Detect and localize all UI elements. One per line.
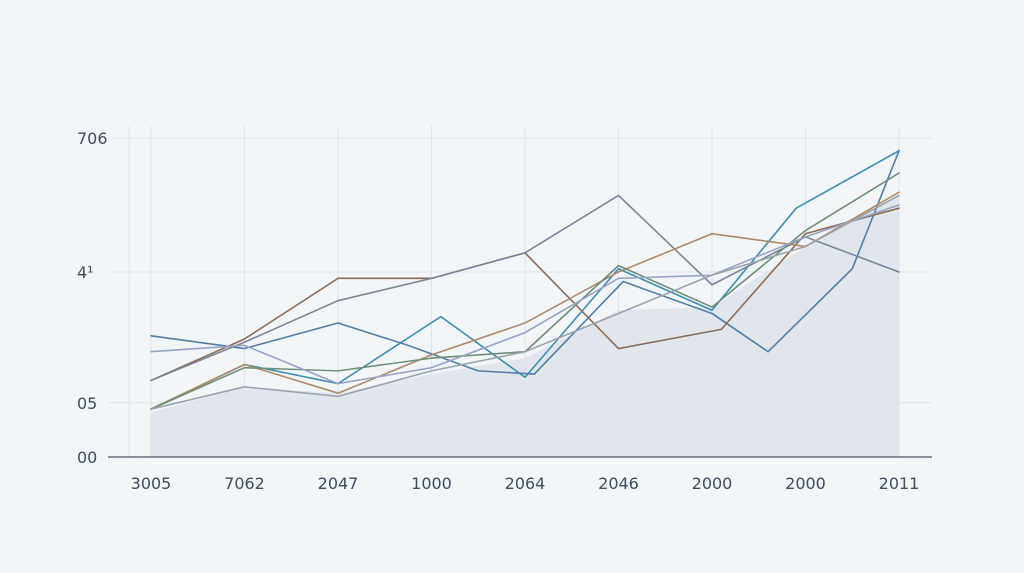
x-tick-label: 2000	[785, 474, 826, 493]
series-line-7	[150, 204, 900, 385]
area-layer	[151, 195, 899, 458]
series-line-1	[150, 149, 900, 375]
y-tick-label: 00	[77, 448, 97, 467]
series-line-5	[150, 191, 900, 410]
x-tick-labels: 3005 7062 2047 1000 2064 2046 2000 2000 2011	[131, 474, 920, 493]
x-tick-label: 7062	[224, 474, 265, 493]
y-tick-label: 4¹	[77, 263, 94, 282]
series-line-4	[150, 194, 900, 382]
x-tick-label: 2064	[505, 474, 546, 493]
x-tick-label: 2011	[879, 474, 920, 493]
x-tick-label: 2000	[692, 474, 733, 493]
series-line-8	[150, 194, 900, 410]
x-tick-label: 1000	[411, 474, 452, 493]
series-layer	[150, 149, 900, 410]
series-line-2	[150, 149, 900, 410]
y-tick-label: 706	[77, 129, 108, 148]
y-tick-label: 05	[77, 394, 97, 413]
area-fill	[151, 195, 899, 458]
x-tick-label: 2046	[598, 474, 639, 493]
x-tick-label: 3005	[131, 474, 172, 493]
y-tick-labels: 00 05 4¹ 706	[77, 129, 108, 467]
x-tick-label: 2047	[318, 474, 359, 493]
